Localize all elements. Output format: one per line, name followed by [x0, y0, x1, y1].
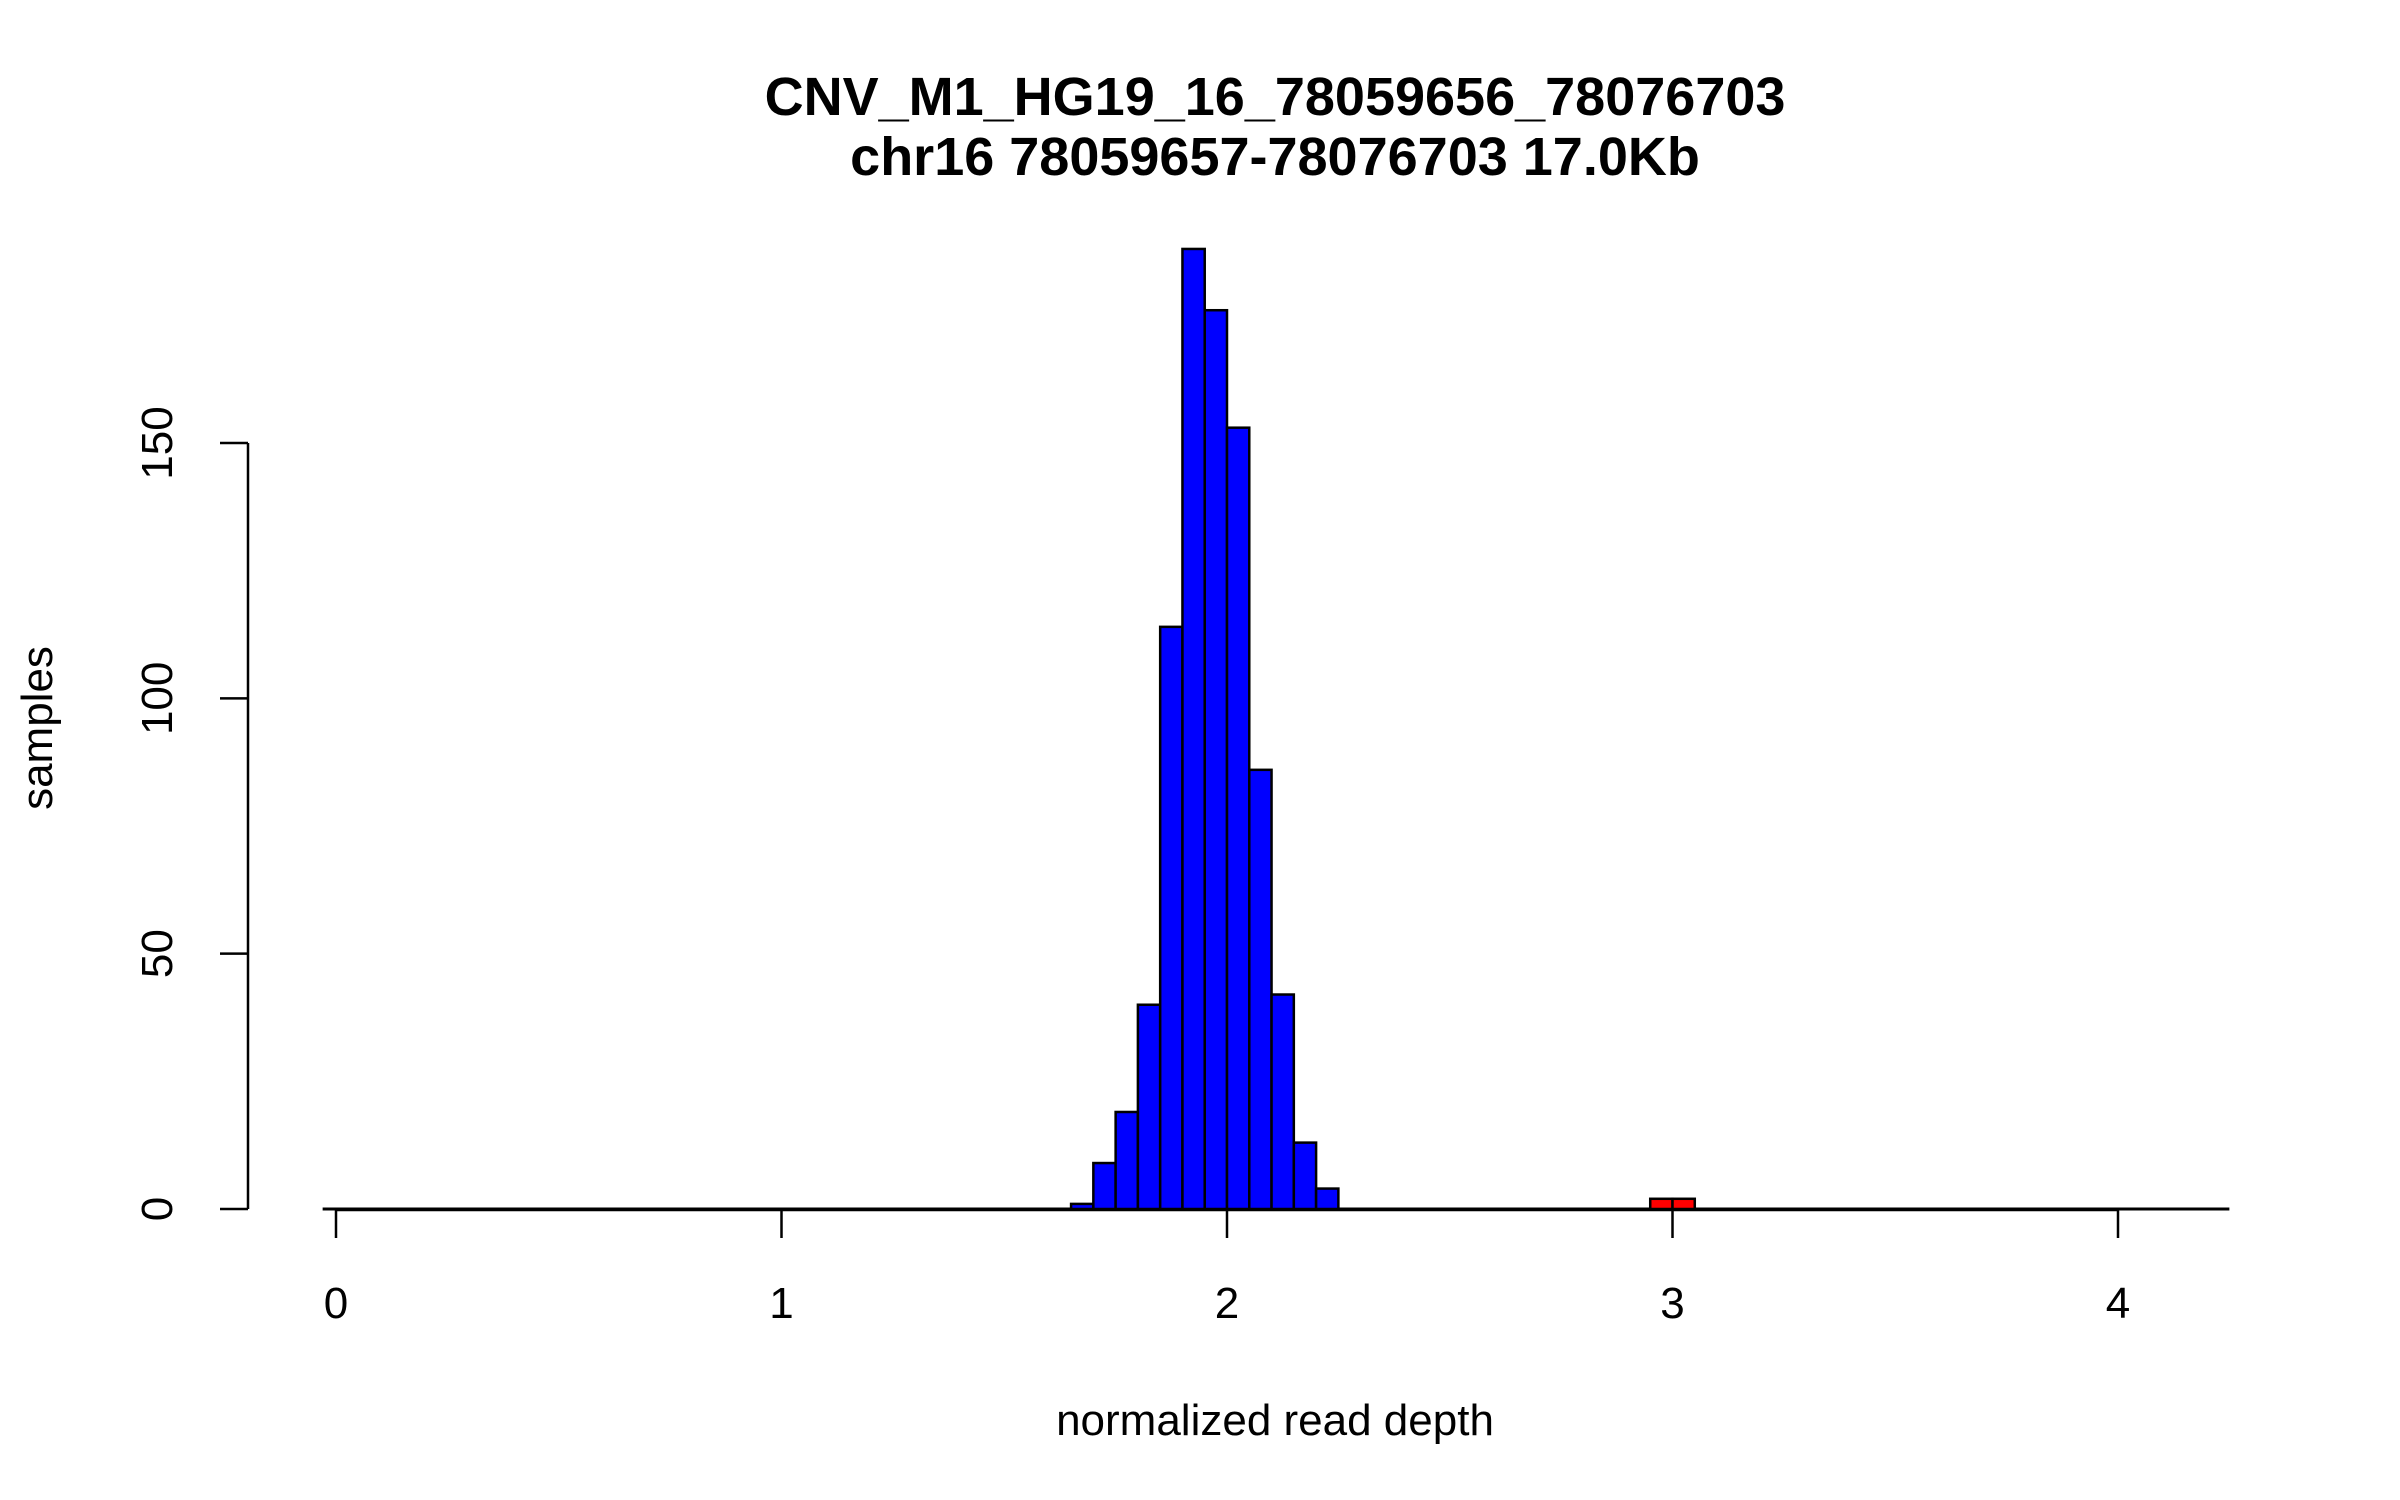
histogram-bar — [1671, 1197, 1697, 1211]
histogram-bar — [1292, 1141, 1318, 1211]
histogram-bar — [1314, 1187, 1340, 1211]
histogram-bar — [1203, 308, 1229, 1211]
x-axis: 0 1 2 3 4 — [324, 1208, 2130, 1328]
y-axis-label: samples — [13, 646, 62, 810]
histogram-bar — [1648, 1197, 1674, 1211]
x-tick-label: 2 — [1215, 1279, 1239, 1328]
chart-subtitle: chr16 78059657-78076703 17.0Kb — [850, 127, 1700, 187]
y-tick-label: 0 — [133, 1197, 182, 1221]
x-axis-label: normalized read depth — [1056, 1396, 1494, 1445]
histogram-bar — [1092, 1161, 1117, 1211]
histogram-bar — [1248, 768, 1273, 1211]
x-tick-label: 3 — [1660, 1279, 1684, 1328]
histogram-bar — [1225, 426, 1251, 1211]
histogram-bar — [1114, 1110, 1140, 1211]
histogram-bar — [1181, 247, 1206, 1211]
x-tick-label: 4 — [2106, 1279, 2130, 1328]
histogram-bar — [1136, 1003, 1162, 1211]
x-tick-label: 0 — [324, 1279, 348, 1328]
histogram-bar — [1158, 625, 1184, 1211]
y-tick-label: 100 — [133, 662, 182, 735]
y-tick-label: 150 — [133, 406, 182, 479]
y-tick-label: 50 — [133, 929, 182, 978]
chart-title: CNV_M1_HG19_16_78059656_78076703 — [765, 67, 1786, 127]
histogram-bar — [1270, 993, 1296, 1211]
histogram-bars — [322, 247, 2230, 1211]
y-axis: 0 50 100 150 — [133, 406, 250, 1221]
histogram-bar — [1069, 1202, 1095, 1211]
x-tick-label: 1 — [769, 1279, 793, 1328]
